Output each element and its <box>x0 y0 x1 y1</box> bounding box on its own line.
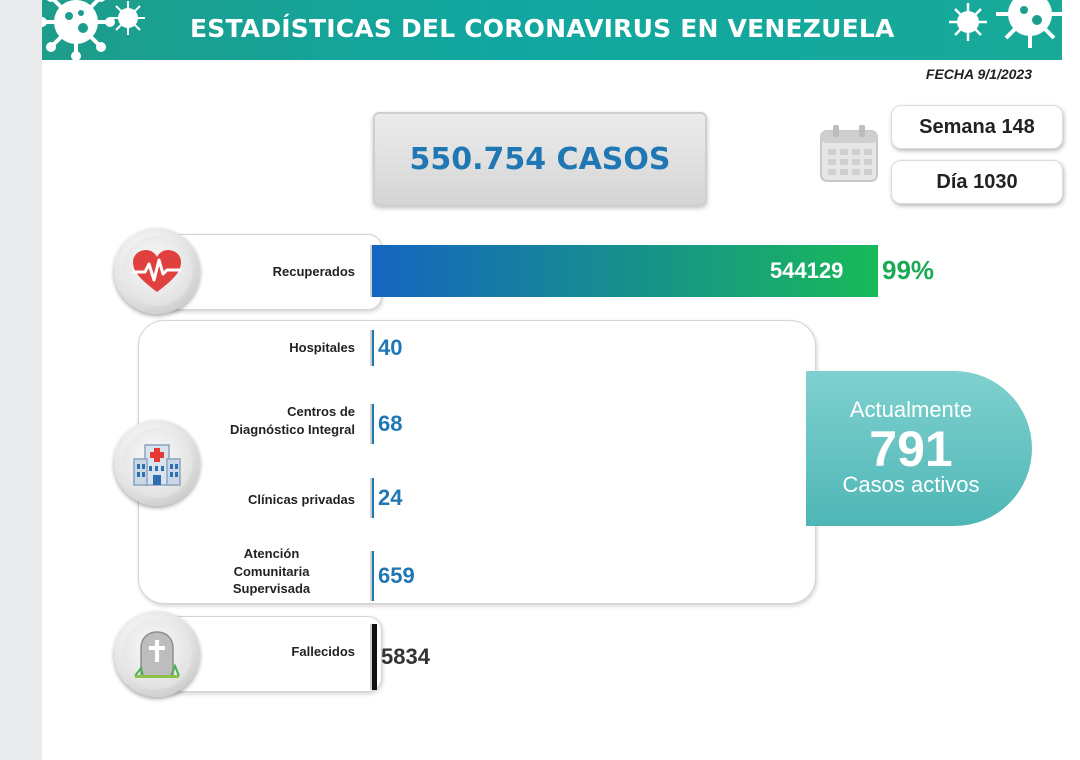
bar-2 <box>372 404 374 444</box>
report-date: FECHA 9/1/2023 <box>925 66 1032 82</box>
week-badge: Semana 148 <box>891 105 1063 149</box>
bar-1 <box>372 330 374 366</box>
virus-icon <box>949 0 1062 48</box>
chart-category-label: Fallecidos <box>291 644 355 659</box>
virus-icon <box>42 0 145 60</box>
page-title: ESTADÍSTICAS DEL CORONAVIRUS EN VENEZUEL… <box>190 14 895 43</box>
axis-divider <box>370 478 372 518</box>
header-banner: ESTADÍSTICAS DEL CORONAVIRUS EN VENEZUEL… <box>42 0 1062 60</box>
calendar-icon <box>820 125 878 182</box>
recovered-percent-label: 99% <box>882 255 935 285</box>
active-cases-count: 791 <box>869 421 953 477</box>
chart-category-label: Centros de Diagnóstico Integral <box>170 403 355 438</box>
axis-divider <box>370 624 372 690</box>
tombstone-icon <box>134 631 180 678</box>
hospital-icon <box>133 444 181 486</box>
chart-category-label: Atención Comunitaria Supervisada <box>200 545 343 598</box>
heart-pulse-icon <box>133 250 181 292</box>
active-cases-top-text: Actualmente <box>849 397 973 422</box>
label-line: Diagnóstico Integral <box>230 421 355 437</box>
data-label-2: 68 <box>378 411 403 436</box>
data-label-5: 5834 <box>381 644 430 669</box>
bar-5 <box>372 624 377 690</box>
label-line: Centros de <box>287 404 355 419</box>
axis-divider <box>370 404 372 444</box>
axis-divider <box>370 330 372 366</box>
active-cases-bottom-text: Casos activos <box>842 472 980 497</box>
total-cases-box: 550.754 CASOS <box>373 112 707 206</box>
label-line: Supervisada <box>232 581 311 597</box>
bar-3 <box>372 478 374 518</box>
chart-category-label: Clínicas privadas <box>248 492 355 507</box>
day-badge: Día 1030 <box>891 160 1063 204</box>
hospital-group-box <box>138 320 816 604</box>
chart-category-label: Hospitales <box>289 340 355 355</box>
recovered-icon-circle <box>114 228 200 314</box>
data-label-3: 24 <box>378 485 403 510</box>
chart-category-label: Recuperados <box>272 264 355 279</box>
deaths-icon-circle <box>114 611 200 697</box>
axis-divider <box>370 551 372 601</box>
data-label-1: 40 <box>378 335 403 360</box>
data-label-4: 659 <box>378 563 415 588</box>
bar-4 <box>372 551 374 601</box>
bar-0 <box>372 245 878 297</box>
axis-divider <box>370 245 372 297</box>
total-cases-label: 550.754 CASOS <box>409 141 671 177</box>
data-label-0: 544129 <box>770 258 844 283</box>
label-line: Atención <box>243 546 300 561</box>
active-cases-panel <box>806 371 1032 526</box>
label-line: Comunitaria <box>233 563 310 579</box>
hospital-icon-circle <box>114 420 200 506</box>
